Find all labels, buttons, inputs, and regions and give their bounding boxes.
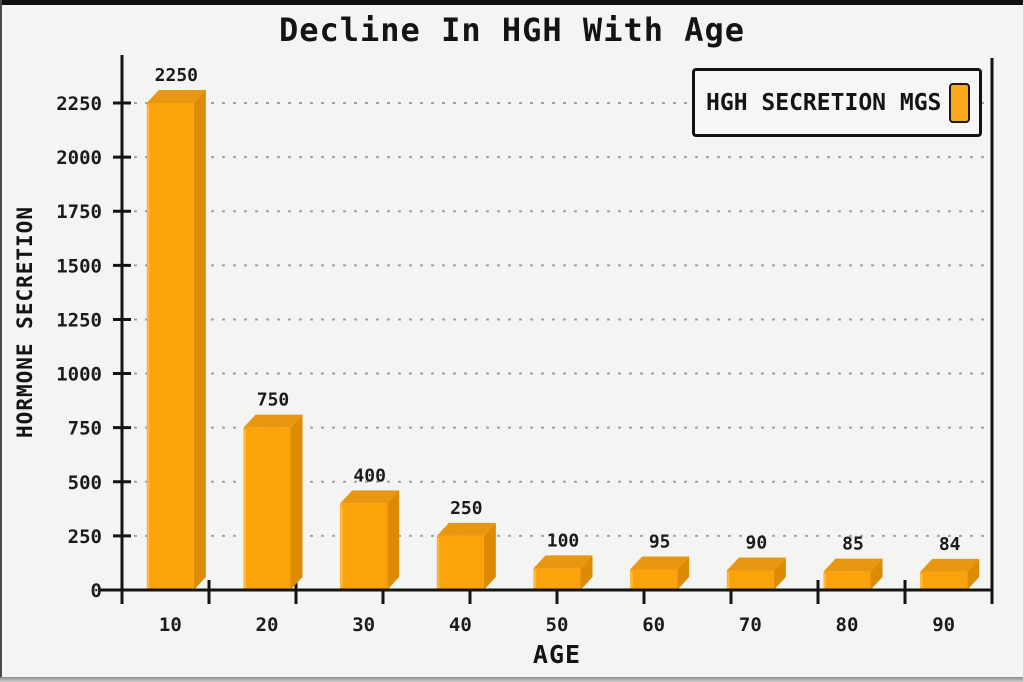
chart-title: Decline In HGH With Age <box>278 11 746 49</box>
bar-top-face <box>920 558 980 572</box>
bar-side-face <box>677 556 690 590</box>
x-tick-label: 20 <box>256 614 279 636</box>
bar <box>726 570 774 590</box>
bar-side-face <box>870 558 883 590</box>
bar-top-face <box>146 90 206 103</box>
bar-value-label: 84 <box>939 534 961 555</box>
image-border-bottom <box>0 677 1024 682</box>
bar-top-face <box>436 522 496 536</box>
bar-value-label: 750 <box>257 390 290 411</box>
bar-value-label: 100 <box>547 530 580 551</box>
bar-value-label: 90 <box>745 533 767 554</box>
image-border-top <box>0 0 1024 5</box>
x-axis-title: AGE <box>533 640 581 669</box>
x-tick-label: 10 <box>159 614 182 636</box>
bar-top-face <box>630 556 690 570</box>
bar-side-face <box>773 557 786 590</box>
bar-side-face <box>387 490 400 590</box>
bar-value-label: 95 <box>649 531 671 552</box>
bar <box>146 103 194 590</box>
x-tick-label: 40 <box>449 614 472 636</box>
y-tick-label: 1500 <box>56 255 102 277</box>
bar-top-face <box>243 414 303 428</box>
bar <box>920 571 968 590</box>
x-tick-label: 50 <box>546 614 569 636</box>
y-axis-title: HORMONE SECRETION <box>13 206 37 438</box>
bar-value-label: 400 <box>353 465 386 486</box>
bars-layer <box>146 90 980 590</box>
legend-label: HGH SECRETION MGS <box>706 89 942 116</box>
bar-top-face <box>823 558 883 572</box>
bar <box>823 571 871 590</box>
axes-layer <box>100 55 994 604</box>
y-tick-label: 2000 <box>56 147 102 169</box>
bar-value-label: 2250 <box>155 65 198 86</box>
bar <box>340 503 388 590</box>
bar <box>243 427 291 590</box>
bar-top-face <box>340 490 400 504</box>
x-tick-label: 90 <box>932 614 955 636</box>
bar-side-face <box>193 90 206 590</box>
y-tick-label: 1250 <box>56 309 102 331</box>
bar-value-label: 85 <box>842 534 864 555</box>
bar-side-face <box>483 522 496 590</box>
image-border-left <box>0 0 2 682</box>
legend: HGH SECRETION MGS <box>692 68 982 137</box>
bar-value-label: 250 <box>450 498 483 519</box>
bar <box>436 535 484 590</box>
y-tick-label: 1750 <box>56 201 102 223</box>
x-tick-label: 30 <box>352 614 375 636</box>
labels-layer: 2250 10 750 20 400 30 250 40 100 50 95 60 90 70 85 80 84… <box>56 65 960 636</box>
y-tick-label: 250 <box>68 526 102 548</box>
y-tick-label: 500 <box>68 472 102 494</box>
bar-side-face <box>580 555 593 590</box>
bar <box>533 568 581 590</box>
bar-top-face <box>533 555 593 569</box>
x-tick-label: 80 <box>836 614 859 636</box>
x-tick-label: 60 <box>642 614 665 636</box>
y-tick-label: 0 <box>91 580 102 602</box>
bar-side-face <box>290 414 303 590</box>
y-tick-label: 2250 <box>56 93 102 115</box>
bar-top-face <box>726 557 786 571</box>
y-tick-label: 1000 <box>56 364 102 386</box>
y-tick-label: 750 <box>68 418 102 440</box>
x-tick-label: 70 <box>739 614 762 636</box>
bar <box>630 569 678 590</box>
bar-side-face <box>967 558 980 590</box>
legend-swatch-icon <box>949 82 971 123</box>
